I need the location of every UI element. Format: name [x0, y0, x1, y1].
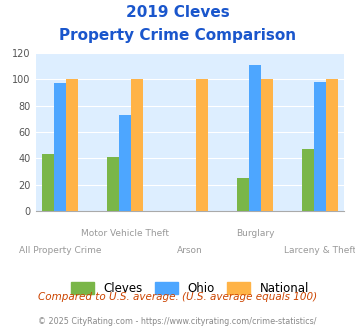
Text: Burglary: Burglary [236, 229, 274, 238]
Bar [196, 79, 208, 211]
Text: Compared to U.S. average. (U.S. average equals 100): Compared to U.S. average. (U.S. average … [38, 292, 317, 302]
Text: Motor Vehicle Theft: Motor Vehicle Theft [81, 229, 169, 238]
Bar [237, 178, 249, 211]
Text: 2019 Cleves: 2019 Cleves [126, 5, 229, 20]
Bar [42, 154, 54, 211]
Bar [314, 82, 326, 211]
Bar [326, 79, 338, 211]
Text: © 2025 CityRating.com - https://www.cityrating.com/crime-statistics/: © 2025 CityRating.com - https://www.city… [38, 317, 317, 326]
Bar [131, 79, 143, 211]
Text: Arson: Arson [177, 246, 203, 255]
Bar [54, 83, 66, 211]
Bar [261, 79, 273, 211]
Text: Larceny & Theft: Larceny & Theft [284, 246, 355, 255]
Bar [119, 115, 131, 211]
Legend: Cleves, Ohio, National: Cleves, Ohio, National [66, 277, 314, 300]
Bar [249, 65, 261, 211]
Text: Property Crime Comparison: Property Crime Comparison [59, 28, 296, 43]
Bar [66, 79, 78, 211]
Text: All Property Crime: All Property Crime [18, 246, 101, 255]
Bar [302, 149, 314, 211]
Bar [107, 157, 119, 211]
